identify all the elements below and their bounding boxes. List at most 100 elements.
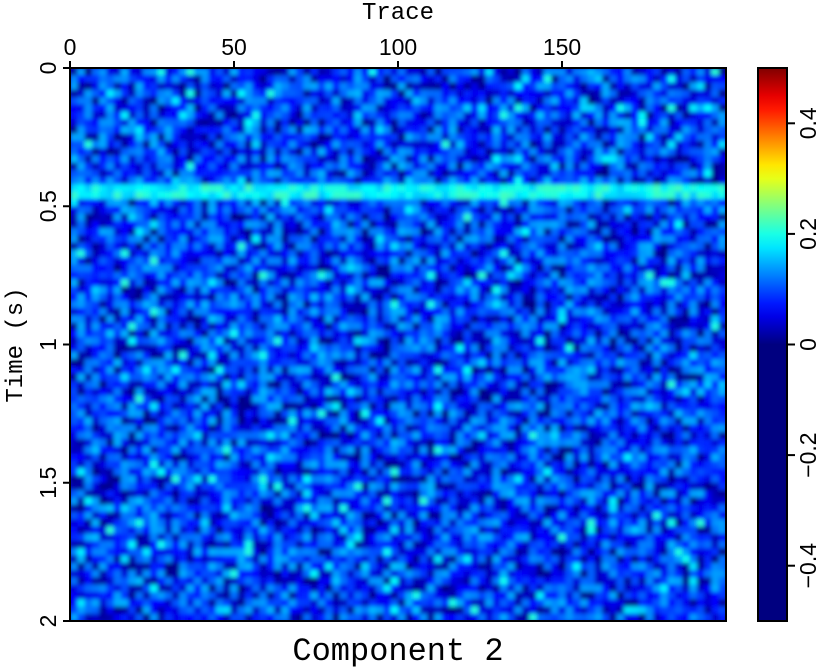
heatmap-cell bbox=[551, 111, 559, 120]
heatmap-cell bbox=[164, 329, 173, 338]
heatmap-cell bbox=[500, 148, 508, 156]
heatmap-cell bbox=[536, 97, 545, 105]
heatmap-cell bbox=[274, 468, 282, 477]
heatmap-cell bbox=[179, 366, 188, 375]
heatmap-cell bbox=[456, 329, 465, 338]
heatmap-cell bbox=[142, 417, 151, 426]
heatmap-cell bbox=[237, 264, 246, 273]
heatmap-cell bbox=[346, 308, 355, 316]
heatmap-cell bbox=[667, 235, 676, 244]
heatmap-cell bbox=[398, 82, 406, 91]
heatmap-cell bbox=[456, 402, 465, 411]
heatmap-cell bbox=[215, 228, 224, 236]
heatmap-cell bbox=[674, 409, 683, 418]
heatmap-cell bbox=[449, 169, 457, 178]
heatmap-cell bbox=[711, 184, 720, 193]
heatmap-cell bbox=[383, 344, 392, 353]
heatmap-cell bbox=[252, 468, 261, 477]
heatmap-cell bbox=[696, 351, 705, 360]
heatmap-cell bbox=[689, 286, 698, 295]
heatmap-cell bbox=[412, 402, 421, 411]
heatmap-cell bbox=[281, 133, 290, 142]
heatmap-cell bbox=[84, 315, 93, 324]
heatmap-cell bbox=[281, 468, 290, 477]
heatmap-cell bbox=[434, 82, 443, 91]
heatmap-cell bbox=[674, 111, 683, 120]
heatmap-cell bbox=[660, 300, 669, 309]
heatmap-cell bbox=[434, 315, 443, 324]
heatmap-cell bbox=[456, 315, 465, 324]
heatmap-cell bbox=[77, 155, 86, 164]
heatmap-cell bbox=[718, 446, 726, 455]
heatmap-cell bbox=[179, 191, 188, 200]
heatmap-cell bbox=[631, 366, 640, 375]
heatmap-cell bbox=[580, 388, 589, 397]
heatmap-cell bbox=[638, 366, 647, 375]
heatmap-cell bbox=[441, 351, 450, 360]
heatmap-cell bbox=[660, 155, 669, 164]
heatmap-cell bbox=[631, 104, 640, 113]
heatmap-cell bbox=[478, 279, 487, 287]
heatmap-cell bbox=[106, 293, 115, 302]
heatmap-cell bbox=[696, 82, 705, 91]
heatmap-cell bbox=[128, 213, 137, 222]
heatmap-cell bbox=[645, 409, 654, 418]
heatmap-cell bbox=[398, 184, 406, 193]
heatmap-cell bbox=[660, 344, 669, 353]
heatmap-cell bbox=[536, 104, 545, 113]
heatmap-cell bbox=[427, 373, 436, 382]
heatmap-cell bbox=[682, 460, 691, 469]
heatmap-cell bbox=[244, 206, 253, 215]
heatmap-cell bbox=[215, 344, 224, 353]
heatmap-cell bbox=[419, 118, 428, 127]
heatmap-cell bbox=[201, 395, 210, 404]
heatmap-cell bbox=[150, 366, 159, 375]
heatmap-cell bbox=[179, 220, 188, 229]
heatmap-cell bbox=[580, 300, 589, 309]
heatmap-cell bbox=[405, 68, 414, 76]
heatmap-cell bbox=[317, 308, 326, 316]
heatmap-cell bbox=[135, 366, 144, 375]
heatmap-cell bbox=[70, 68, 78, 76]
heatmap-cell bbox=[186, 68, 195, 76]
heatmap-cell bbox=[470, 68, 479, 76]
heatmap-cell bbox=[142, 351, 151, 360]
heatmap-cell bbox=[317, 264, 326, 273]
heatmap-cell bbox=[288, 97, 297, 105]
heatmap-cell bbox=[266, 293, 275, 302]
heatmap-cell bbox=[128, 315, 137, 324]
heatmap-cell bbox=[645, 191, 654, 200]
heatmap-cell bbox=[470, 388, 479, 397]
heatmap-cell bbox=[135, 111, 144, 120]
heatmap-cell bbox=[711, 118, 720, 127]
heatmap-cell bbox=[252, 366, 261, 375]
heatmap-cell bbox=[551, 359, 559, 367]
heatmap-cell bbox=[70, 155, 78, 164]
heatmap-cell bbox=[660, 409, 669, 418]
heatmap-cell bbox=[288, 264, 297, 273]
heatmap-cell bbox=[507, 439, 516, 447]
heatmap-cell bbox=[121, 409, 129, 418]
heatmap-cell bbox=[594, 460, 603, 469]
heatmap-cell bbox=[427, 148, 436, 156]
heatmap-cell bbox=[354, 344, 363, 353]
heatmap-cell bbox=[434, 257, 443, 266]
heatmap-cell bbox=[682, 184, 691, 193]
heatmap-cell bbox=[354, 264, 363, 273]
heatmap-cell bbox=[434, 89, 443, 98]
heatmap-cell bbox=[580, 140, 589, 149]
heatmap-cell bbox=[325, 366, 333, 375]
heatmap-cell bbox=[339, 293, 348, 302]
heatmap-cell bbox=[427, 409, 436, 418]
heatmap-cell bbox=[536, 271, 545, 280]
heatmap-cell bbox=[121, 395, 129, 404]
heatmap-cell bbox=[295, 315, 304, 324]
heatmap-cell bbox=[201, 126, 210, 135]
heatmap-cell bbox=[325, 148, 333, 156]
heatmap-cell bbox=[113, 373, 122, 382]
heatmap-cell bbox=[653, 133, 661, 142]
heatmap-cell bbox=[354, 351, 363, 360]
heatmap-cell bbox=[179, 148, 188, 156]
heatmap-cell bbox=[660, 133, 669, 142]
heatmap-cell bbox=[376, 75, 385, 84]
